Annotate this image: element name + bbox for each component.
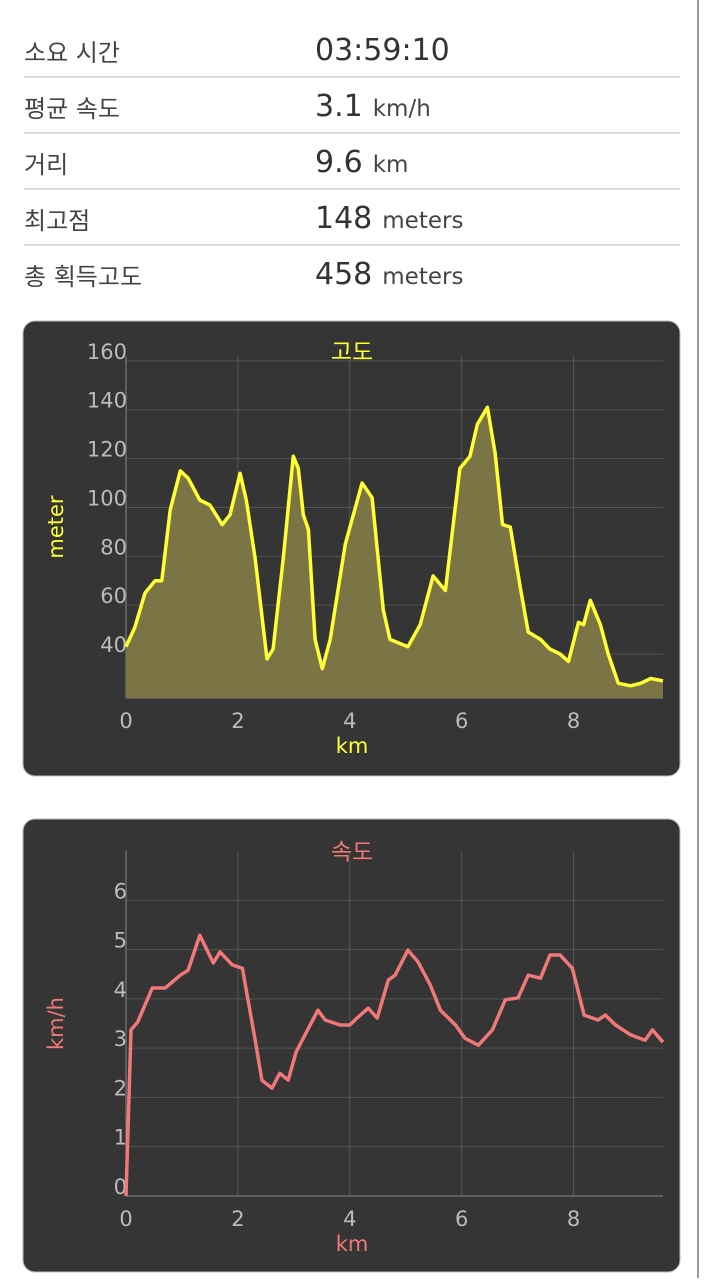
stat-label: 거리 [24,150,69,179]
x-tick-label: 0 [119,1207,132,1231]
stat-row: 총 획득고도 458 meters [24,246,680,302]
x-tick-label: 4 [343,1207,356,1231]
y-axis-label: km/h [44,997,68,1050]
stat-value: 458 meters [315,257,463,292]
area-fill [126,407,663,698]
separator [24,188,680,190]
y-tick-label: 80 [100,535,127,559]
frame [697,0,699,1278]
y-tick-label: 40 [100,633,127,657]
y-tick-label: 6 [114,879,127,903]
data-line [124,933,665,1197]
stat-unit: km/h [372,95,431,122]
y-tick-label: 2 [114,1076,127,1100]
chart-title: 속도 [331,840,373,866]
separator [24,244,680,246]
stat-value: 9.6 km [315,145,408,180]
stat-row: 평균 속도 3.1 km/h [24,78,680,134]
x-tick-label: 6 [455,709,468,733]
stat-row: 최고점 148 meters [24,190,680,246]
stat-label: 총 획득고도 [24,262,143,291]
x-tick-label: 8 [567,1207,580,1231]
stat-unit: meters [382,207,464,234]
x-tick-label: 2 [231,1207,244,1231]
stat-value: 03:59:10 [315,33,450,68]
stat-row: 거리 9.6 km [24,134,680,190]
y-tick-label: 160 [87,340,127,364]
y-tick-label: 4 [114,978,127,1002]
stat-unit: meters [382,263,464,290]
stat-label: 최고점 [24,206,91,235]
y-tick-label: 100 [87,486,127,510]
stat-unit: km [372,151,409,178]
y-tick-label: 3 [114,1027,127,1051]
y-tick-label: 1 [114,1126,127,1150]
stat-value: 148 meters [315,201,463,236]
stat-number: 9.6 [315,144,363,180]
x-axis-label: km [336,734,369,758]
stat-value: 3.1 km/h [315,89,431,124]
stat-label: 소요 시간 [24,38,120,67]
x-axis-label: km [336,1232,369,1256]
y-tick-label: 0 [114,1175,127,1199]
chart-panel [22,818,681,1273]
x-tick-label: 2 [231,709,244,733]
y-tick-label: 5 [114,929,127,953]
y-tick-label: 120 [87,438,127,462]
y-tick-label: 140 [87,389,127,413]
data-line [124,405,664,688]
stat-number: 458 [315,256,373,292]
x-tick-label: 6 [455,1207,468,1231]
separator [24,76,680,78]
separator [24,132,680,134]
x-tick-label: 4 [343,709,356,733]
x-tick-label: 8 [567,709,580,733]
chart-title: 고도 [331,340,373,366]
stat-row: 소요 시간 03:59:10 [24,22,680,78]
y-axis-label: meter [44,495,68,559]
stat-number: 3.1 [315,88,363,124]
stat-label: 평균 속도 [24,94,120,123]
stat-number: 148 [315,200,373,236]
x-tick-label: 0 [119,709,132,733]
stat-number: 03:59:10 [315,32,450,68]
y-tick-label: 60 [100,584,127,608]
